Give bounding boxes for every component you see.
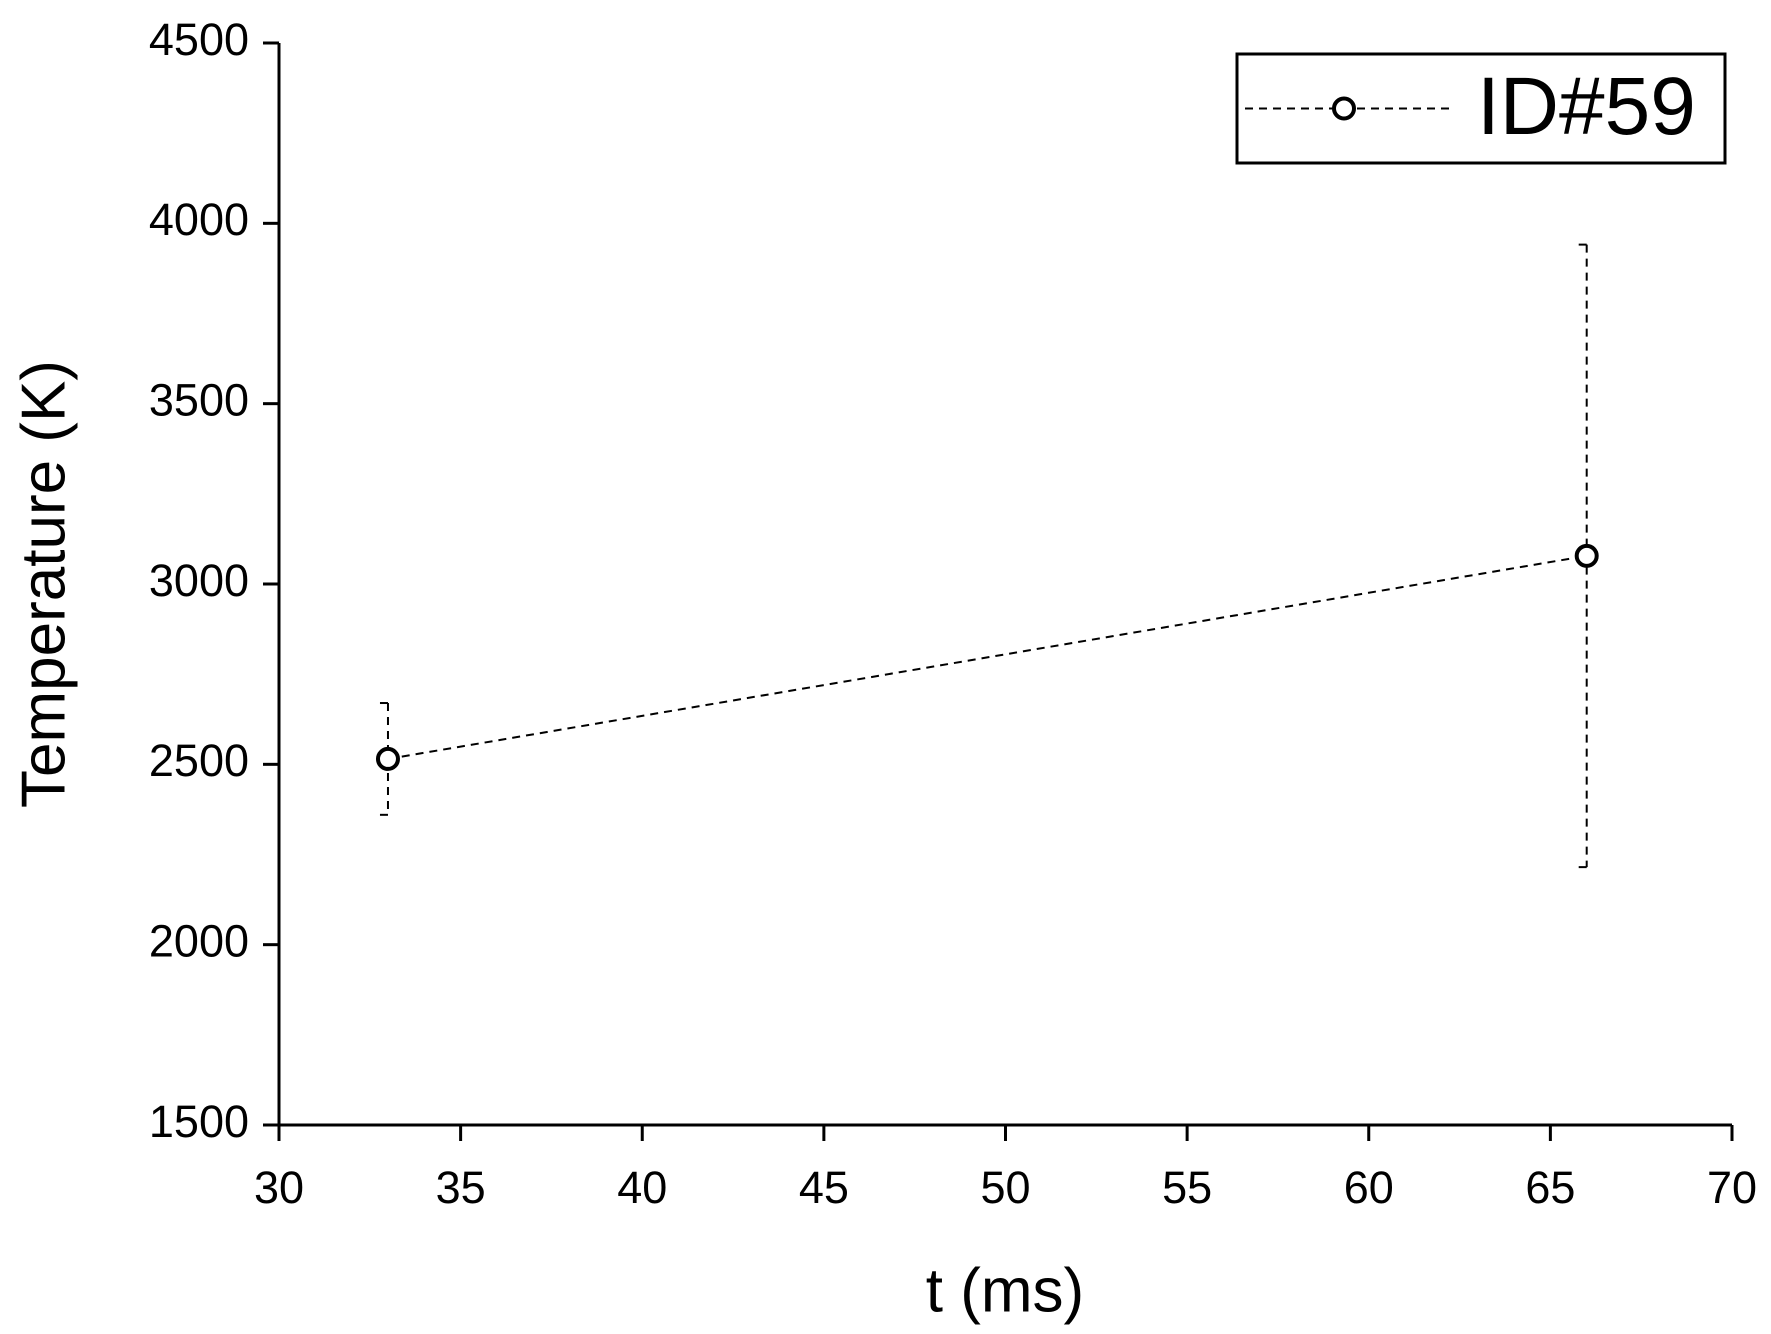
legend-label: ID#59 xyxy=(1477,61,1696,152)
y-axis-title: Temperature (K) xyxy=(9,360,78,808)
x-tick-label: 30 xyxy=(254,1162,304,1213)
y-tick-label: 2500 xyxy=(149,735,249,786)
y-tick-label: 4000 xyxy=(149,194,249,245)
y-tick-label: 3000 xyxy=(149,555,249,606)
data-line xyxy=(387,554,1587,760)
y-tick-label: 4500 xyxy=(149,14,249,65)
marker xyxy=(1574,543,1599,568)
x-tick-label: 65 xyxy=(1525,1162,1575,1213)
x-tick-label: 50 xyxy=(980,1162,1030,1213)
error-bar xyxy=(379,702,389,816)
legend-marker xyxy=(1332,96,1356,121)
x-axis-title: t (ms) xyxy=(926,1256,1084,1325)
x-tick-label: 55 xyxy=(1162,1162,1212,1213)
x-tick-label: 60 xyxy=(1344,1162,1394,1213)
x-tick-label: 40 xyxy=(617,1162,667,1213)
x-tick-label: 35 xyxy=(436,1162,486,1213)
marker xyxy=(375,746,400,771)
x-tick-label: 45 xyxy=(799,1162,849,1213)
y-tick-label: 1500 xyxy=(149,1096,249,1147)
x-tick-label: 70 xyxy=(1707,1162,1757,1213)
y-tick-label: 3500 xyxy=(149,375,249,426)
y-tick-label: 2000 xyxy=(149,916,249,967)
